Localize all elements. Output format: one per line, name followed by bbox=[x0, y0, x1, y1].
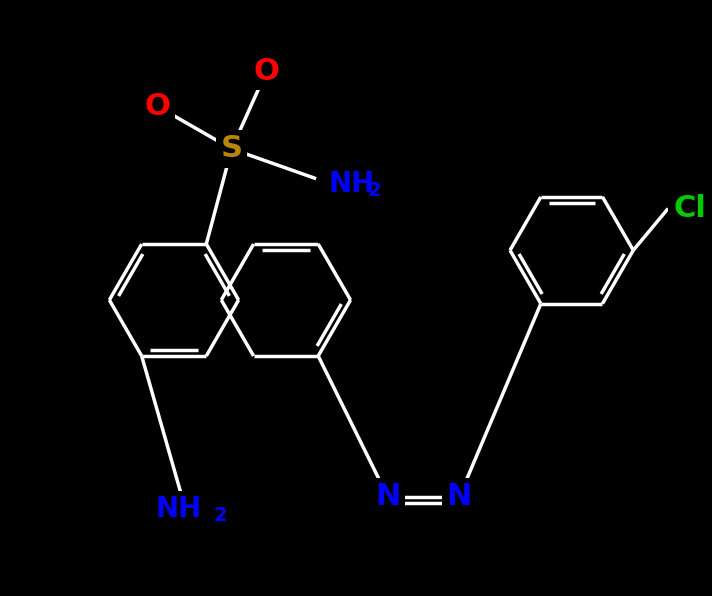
Text: O: O bbox=[144, 92, 170, 120]
Text: Cl: Cl bbox=[673, 194, 706, 223]
Text: NH: NH bbox=[156, 495, 202, 523]
Text: S: S bbox=[221, 134, 243, 163]
Text: N: N bbox=[446, 482, 472, 511]
Text: N: N bbox=[375, 482, 400, 511]
Text: 2: 2 bbox=[214, 506, 227, 525]
Text: NH: NH bbox=[328, 170, 375, 198]
Text: 2: 2 bbox=[368, 181, 382, 200]
Text: O: O bbox=[253, 57, 279, 86]
